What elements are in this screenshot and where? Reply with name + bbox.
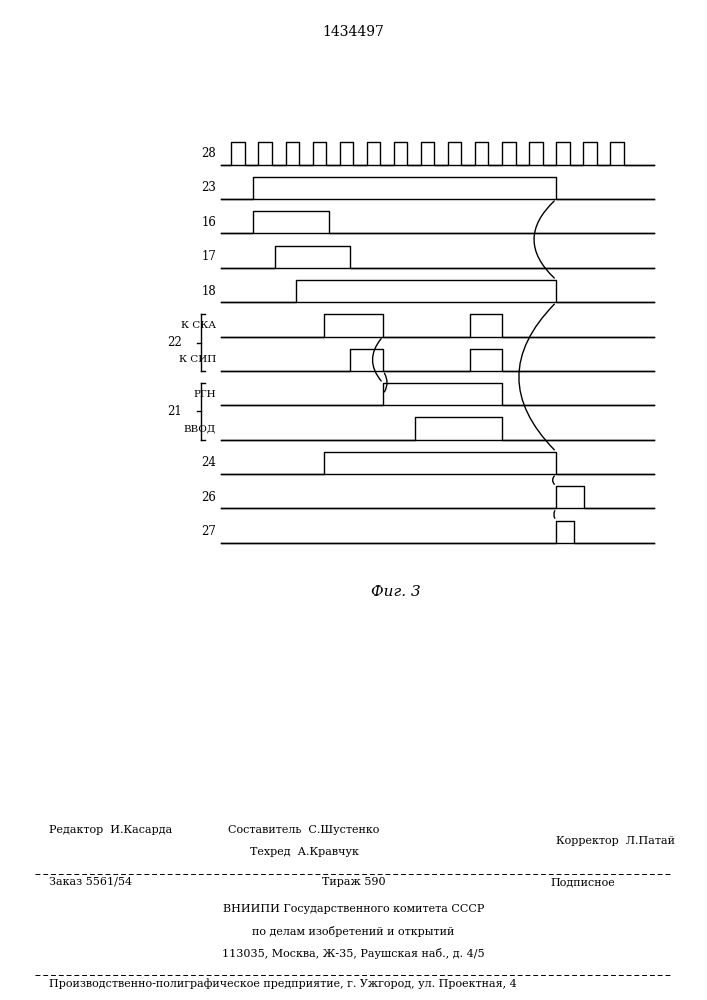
Text: по делам изобретений и открытий: по делам изобретений и открытий — [252, 926, 455, 937]
Text: 27: 27 — [201, 525, 216, 538]
Text: Редактор  И.Касарда: Редактор И.Касарда — [49, 825, 173, 835]
Text: Техред  А.Кравчук: Техред А.Кравчук — [250, 847, 358, 857]
FancyArrowPatch shape — [554, 511, 555, 518]
FancyArrowPatch shape — [519, 304, 554, 450]
Text: Заказ 5561/54: Заказ 5561/54 — [49, 877, 133, 887]
Text: Фиг. 3: Фиг. 3 — [371, 585, 421, 599]
Text: Производственно-полиграфическое предприятие, г. Ужгород, ул. Проектная, 4: Производственно-полиграфическое предприя… — [49, 978, 518, 989]
Text: РГН: РГН — [194, 390, 216, 399]
Text: ВВОД: ВВОД — [184, 424, 216, 433]
Text: Корректор  Л.Патай: Корректор Л.Патай — [556, 836, 674, 846]
Text: Составитель  С.Шустенко: Составитель С.Шустенко — [228, 825, 380, 835]
Text: 1434497: 1434497 — [322, 25, 385, 39]
FancyArrowPatch shape — [373, 339, 381, 381]
Text: 16: 16 — [201, 216, 216, 229]
Text: ВНИИПИ Государственного комитета СССР: ВНИИПИ Государственного комитета СССР — [223, 904, 484, 914]
Text: 23: 23 — [201, 181, 216, 194]
FancyArrowPatch shape — [553, 476, 554, 484]
Text: 17: 17 — [201, 250, 216, 263]
FancyArrowPatch shape — [385, 373, 387, 392]
Text: 26: 26 — [201, 491, 216, 504]
Text: К СИП: К СИП — [179, 355, 216, 364]
Text: 18: 18 — [201, 285, 216, 298]
Text: Подписное: Подписное — [550, 877, 615, 887]
Text: 22: 22 — [167, 336, 182, 349]
Text: 28: 28 — [201, 147, 216, 160]
Text: 113035, Москва, Ж-35, Раушская наб., д. 4/5: 113035, Москва, Ж-35, Раушская наб., д. … — [222, 948, 485, 959]
Text: К СКА: К СКА — [181, 321, 216, 330]
Text: 24: 24 — [201, 456, 216, 469]
Text: Тираж 590: Тираж 590 — [322, 877, 385, 887]
FancyArrowPatch shape — [534, 201, 554, 278]
Text: 21: 21 — [167, 405, 182, 418]
